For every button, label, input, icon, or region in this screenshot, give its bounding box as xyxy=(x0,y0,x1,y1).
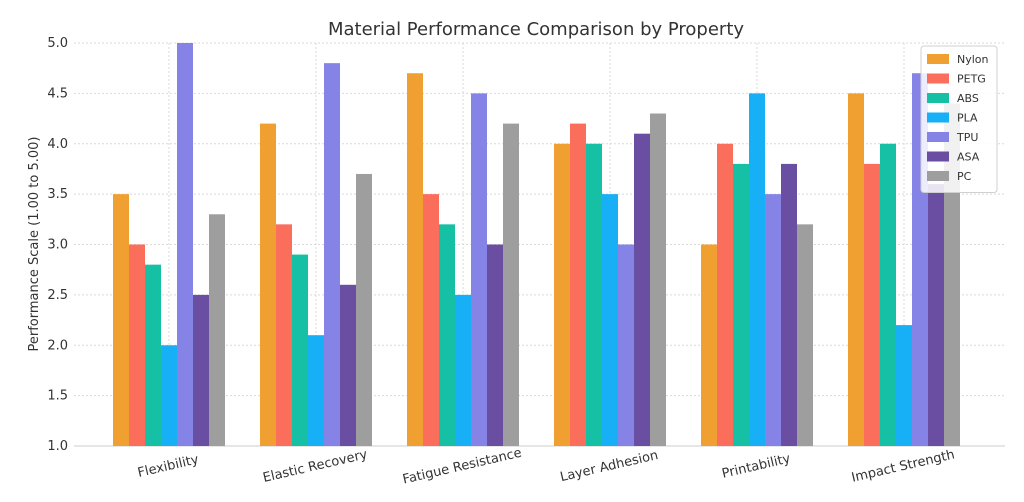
bar-tpu xyxy=(177,43,193,446)
x-tick-label: Elastic Recovery xyxy=(261,447,369,486)
bar-petg xyxy=(129,244,145,446)
legend-swatch xyxy=(927,132,949,142)
bar-abs xyxy=(586,143,602,446)
bar-petg xyxy=(864,163,880,446)
legend-swatch xyxy=(927,112,949,123)
bar-pc xyxy=(356,173,372,446)
y-tick-label: 1.0 xyxy=(47,439,68,454)
bar-pla xyxy=(455,294,471,446)
bar-pla xyxy=(602,194,618,446)
bar-pla xyxy=(308,335,324,446)
legend-swatch xyxy=(927,73,949,84)
y-tick-label: 2.5 xyxy=(47,288,68,303)
bar-tpu xyxy=(765,194,781,446)
bar-tpu xyxy=(618,244,634,446)
bar-petg xyxy=(717,143,733,446)
bars xyxy=(113,43,960,447)
bar-petg xyxy=(276,224,292,446)
bar-nylon xyxy=(701,244,717,446)
bar-asa xyxy=(928,184,944,447)
x-axis-ticks: Flexibility Elastic Recovery Fatigue Resis… xyxy=(136,446,956,488)
bar-abs xyxy=(733,163,749,446)
y-tick-label: 3.5 xyxy=(47,187,68,202)
bar-abs xyxy=(145,264,161,446)
legend-label: ABS xyxy=(957,92,979,105)
bar-nylon xyxy=(407,73,423,446)
y-tick-label: 3.0 xyxy=(47,238,68,253)
bar-pc xyxy=(209,214,225,446)
bar-asa xyxy=(340,284,356,446)
bar-nylon xyxy=(113,194,129,446)
y-tick-label: 1.5 xyxy=(47,389,68,404)
y-tick-label: 5.0 xyxy=(47,36,68,51)
bar-pc xyxy=(797,224,813,446)
legend-label: PC xyxy=(957,170,972,183)
bar-tpu xyxy=(471,93,487,446)
legend-swatch xyxy=(927,171,949,181)
legend: Nylon PETG ABS PLA TPU ASA PC xyxy=(920,45,998,193)
y-tick-label: 4.5 xyxy=(47,86,68,101)
y-tick-label: 4.0 xyxy=(47,137,68,152)
bar-pc xyxy=(650,113,666,447)
legend-label: TPU xyxy=(956,131,978,144)
legend-label: ASA xyxy=(957,151,980,164)
bar-pla xyxy=(749,93,765,446)
bar-asa xyxy=(634,133,650,447)
legend-swatch xyxy=(927,93,949,103)
legend-label: PLA xyxy=(957,112,978,125)
x-tick-label: Printability xyxy=(721,451,793,481)
y-axis-label: Performance Scale (1.00 to 5.00) xyxy=(27,137,42,352)
x-tick-label: Fatigue Resistance xyxy=(401,446,523,488)
y-axis-ticks: 1.0 1.5 2.0 2.5 3.0 3.5 4.0 4.5 5.0 xyxy=(47,36,68,454)
legend-swatch xyxy=(927,54,949,64)
x-tick-label: Layer Adhesion xyxy=(559,448,660,485)
x-tick-label: Impact Strength xyxy=(850,447,956,485)
bar-asa xyxy=(193,294,209,446)
bar-nylon xyxy=(260,123,276,446)
bar-pc xyxy=(503,123,519,446)
legend-label: Nylon xyxy=(957,53,989,66)
bar-petg xyxy=(423,194,439,446)
bar-abs xyxy=(292,254,308,446)
bar-asa xyxy=(487,244,503,446)
legend-swatch xyxy=(927,151,949,162)
bar-tpu xyxy=(324,63,340,447)
legend-label: PETG xyxy=(957,73,986,86)
bar-pla xyxy=(161,345,177,446)
bar-pla xyxy=(896,325,912,446)
y-tick-label: 2.0 xyxy=(47,338,68,353)
bar-abs xyxy=(439,224,455,446)
bar-petg xyxy=(570,123,586,446)
bar-nylon xyxy=(848,93,864,446)
bar-abs xyxy=(880,143,896,446)
chart-title: Material Performance Comparison by Prope… xyxy=(328,19,744,40)
bar-nylon xyxy=(554,143,570,446)
bar-asa xyxy=(781,163,797,446)
x-tick-label: Flexibility xyxy=(136,452,200,481)
